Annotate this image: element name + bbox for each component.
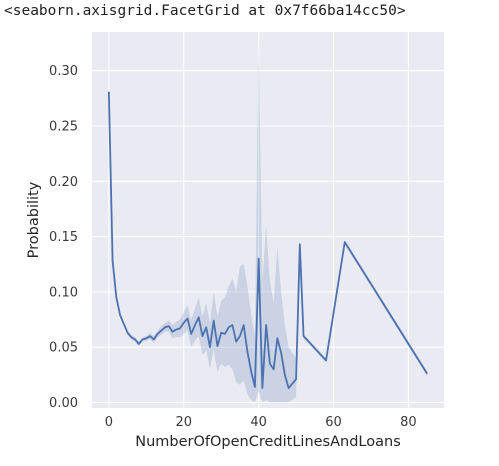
x-tick-label: 80 (400, 415, 417, 430)
y-tick-labels: 0.00 0.05 0.10 0.15 0.20 0.25 0.30 (49, 64, 78, 411)
y-tick-label: 0.20 (49, 175, 78, 190)
y-tick-label: 0.05 (49, 341, 78, 356)
x-tick-labels: 0 20 40 60 80 (105, 415, 417, 430)
y-tick-label: 0.25 (49, 120, 78, 135)
y-tick-label: 0.10 (49, 285, 78, 300)
y-tick-label: 0.00 (49, 396, 78, 411)
y-axis-label: Probability (26, 181, 42, 258)
series-line-layer (107, 91, 428, 389)
y-tick-label: 0.30 (49, 64, 78, 79)
series-line (107, 91, 428, 389)
output-repr-text: <seaborn.axisgrid.FacetGrid at 0x7f66ba1… (4, 3, 406, 19)
x-axis-label: NumberOfOpenCreditLinesAndLoans (135, 434, 401, 450)
confidence-band (108, 39, 428, 403)
x-tick-label: 60 (325, 415, 342, 430)
x-tick-label: 40 (250, 415, 267, 430)
y-tick-label: 0.15 (49, 230, 78, 245)
confidence-band-layer (108, 39, 428, 403)
x-tick-label: 0 (105, 415, 113, 430)
x-tick-label: 20 (175, 415, 192, 430)
